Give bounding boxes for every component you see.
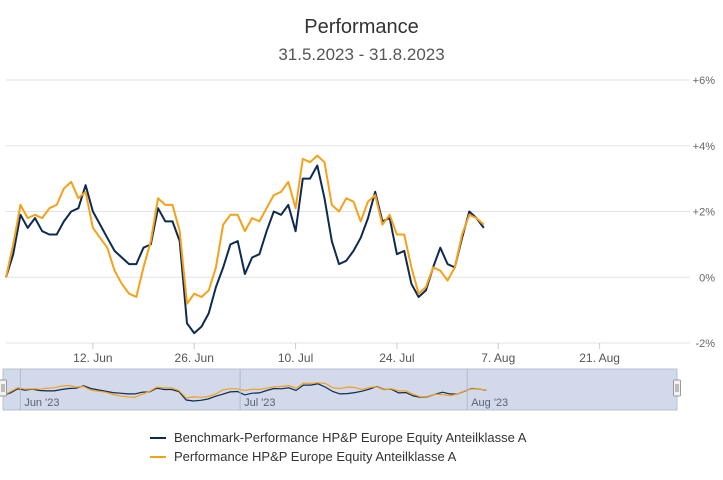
legend-label-fund: Performance HP&P Europe Equity Anteilkla…: [174, 449, 457, 464]
y-tick-label: -2%: [695, 338, 715, 350]
series-line-1[interactable]: [5, 154, 485, 305]
navigator-handle-right[interactable]: [673, 379, 681, 397]
legend: Benchmark-Performance HP&P Europe Equity…: [150, 428, 526, 466]
legend-swatch-benchmark: [150, 436, 166, 439]
series-line-0[interactable]: [5, 164, 485, 335]
chart-subtitle: 31.5.2023 - 31.8.2023: [278, 45, 445, 64]
navigator-label: Jul '23: [244, 397, 275, 409]
chart-title: Performance: [304, 16, 419, 38]
y-tick-label: +4%: [693, 141, 716, 153]
legend-item-benchmark[interactable]: Benchmark-Performance HP&P Europe Equity…: [150, 428, 526, 447]
y-axis-ticks: +6% +4% +2% 0% -2%: [693, 75, 716, 350]
navigator-range-mask[interactable]: [2, 368, 678, 411]
x-tick-label: 10. Jul: [278, 351, 313, 365]
range-navigator: Jun '23 Jul '23 Aug '23: [0, 368, 681, 411]
grid-lines: [6, 79, 690, 344]
legend-label-benchmark: Benchmark-Performance HP&P Europe Equity…: [174, 430, 527, 445]
legend-item-fund[interactable]: Performance HP&P Europe Equity Anteilkla…: [150, 447, 526, 466]
navigator-label: Aug '23: [471, 397, 508, 409]
x-tick-label: 21. Aug: [579, 351, 620, 365]
legend-swatch-fund: [150, 455, 166, 458]
navigator-series-0: [2, 383, 487, 402]
chart-plot-area[interactable]: +6% +4% +2% 0% -2% 12. Jun 26. Jun 10. Jul 24. …: [0, 0, 723, 420]
navigator-label: Jun '23: [24, 397, 59, 409]
navigator-handle-left[interactable]: [0, 379, 7, 397]
y-tick-label: +6%: [693, 75, 716, 87]
y-tick-label: +2%: [693, 207, 716, 219]
x-tick-label: 24. Jul: [379, 351, 414, 365]
series-lines: [5, 154, 485, 335]
x-tick-label: 7. Aug: [481, 351, 515, 365]
x-tick-label: 26. Jun: [175, 351, 214, 365]
x-axis-ticks: 12. Jun 26. Jun 10. Jul 24. Jul 7. Aug 21. Au…: [73, 343, 620, 365]
navigator-series-1: [2, 382, 487, 399]
y-tick-label: 0%: [699, 272, 715, 284]
x-tick-label: 12. Jun: [73, 351, 112, 365]
